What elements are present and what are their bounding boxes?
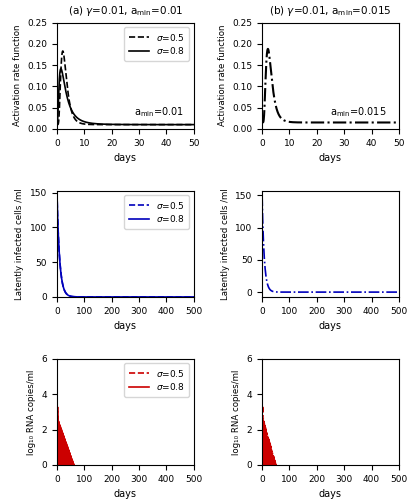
$\sigma$=0.5 [55,122,59,128]
Y-axis label: Latently infected cells /ml: Latently infected cells /ml [221,188,230,300]
$\sigma$=0.5 [79,120,84,126]
X-axis label: days: days [319,490,342,500]
Y-axis label: Latently infected cells /ml: Latently infected cells /ml [15,188,24,300]
$\sigma$=0.8 [88,294,93,300]
X-axis label: days: days [114,153,137,163]
Legend: $\sigma$=0.5, $\sigma$=0.8: $\sigma$=0.5, $\sigma$=0.8 [124,363,189,397]
$\sigma$=0.5 [144,122,149,128]
$\sigma$=0.5 [157,122,162,128]
$\sigma$=0.5 [123,294,127,300]
Title: (a) $\gamma$=0.01, a$_{\rm min}$=0.01: (a) $\gamma$=0.01, a$_{\rm min}$=0.01 [68,4,183,18]
$\sigma$=0.5 [107,122,112,128]
$\sigma$=0.5 [104,294,109,300]
$\sigma$=0.5 [191,122,196,128]
$\sigma$=0.5 [168,294,173,300]
$\sigma$=0.5 [88,294,93,300]
$\sigma$=0.5 [55,356,59,362]
X-axis label: days: days [114,321,137,331]
Y-axis label: Activation rate function: Activation rate function [13,25,22,126]
Title: (b) $\gamma$=0.01, a$_{\rm min}$=0.015: (b) $\gamma$=0.01, a$_{\rm min}$=0.015 [269,4,392,18]
$\sigma$=0.8 [191,122,196,128]
Line: $\sigma$=0.8: $\sigma$=0.8 [57,68,194,124]
Text: a$_{\rm min}$=0.01: a$_{\rm min}$=0.01 [133,106,184,119]
X-axis label: days: days [114,490,137,500]
$\sigma$=0.8 [137,122,142,128]
$\sigma$=0.8 [55,122,59,128]
$\sigma$=0.5 [60,48,65,54]
$\sigma$=0.5 [167,122,172,128]
Legend: $\sigma$=0.5, $\sigma$=0.8: $\sigma$=0.5, $\sigma$=0.8 [124,27,189,60]
Line: $\sigma$=0.8: $\sigma$=0.8 [57,358,194,500]
$\sigma$=0.8 [144,122,149,128]
$\sigma$=0.8 [55,190,59,196]
$\sigma$=0.8 [94,294,99,300]
$\sigma$=0.5 [144,294,149,300]
$\sigma$=0.8 [168,294,173,300]
$\sigma$=0.8 [143,294,148,300]
Y-axis label: log₁₀ RNA copies/ml: log₁₀ RNA copies/ml [232,369,241,454]
Y-axis label: Activation rate function: Activation rate function [218,25,227,126]
$\sigma$=0.8 [123,294,127,300]
Line: $\sigma$=0.5: $\sigma$=0.5 [57,192,194,297]
$\sigma$=0.8 [59,66,63,71]
$\sigma$=0.8 [104,294,109,300]
Text: a$_{\rm min}$=0.015: a$_{\rm min}$=0.015 [330,106,387,119]
$\sigma$=0.8 [79,118,84,124]
Line: $\sigma$=0.5: $\sigma$=0.5 [57,358,194,500]
$\sigma$=0.8 [167,122,172,128]
$\sigma$=0.5 [94,294,99,300]
Line: $\sigma$=0.5: $\sigma$=0.5 [57,51,194,125]
$\sigma$=0.8 [144,294,149,300]
$\sigma$=0.8 [107,122,112,128]
$\sigma$=0.5 [191,294,196,300]
$\sigma$=0.8 [191,294,196,300]
Y-axis label: log₁₀ RNA copies/ml: log₁₀ RNA copies/ml [27,369,36,454]
$\sigma$=0.5 [143,294,148,300]
X-axis label: days: days [319,321,342,331]
$\sigma$=0.5 [137,122,142,128]
X-axis label: days: days [319,153,342,163]
$\sigma$=0.8 [157,122,162,128]
$\sigma$=0.8 [55,356,59,362]
Legend: $\sigma$=0.5, $\sigma$=0.8: $\sigma$=0.5, $\sigma$=0.8 [124,195,189,229]
$\sigma$=0.5 [55,190,59,196]
Line: $\sigma$=0.8: $\sigma$=0.8 [57,192,194,297]
